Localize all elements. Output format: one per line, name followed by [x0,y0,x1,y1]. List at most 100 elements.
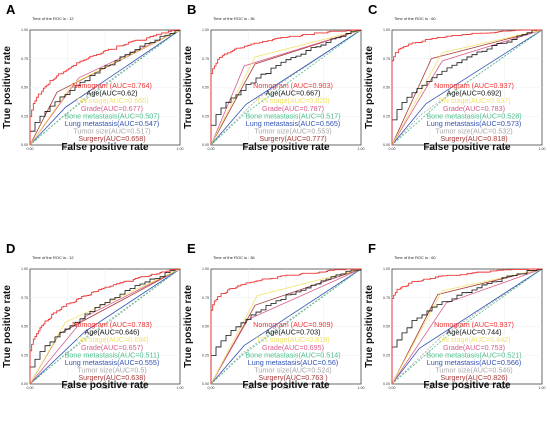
y-axis-label: True positive rate [364,46,375,129]
y-tick-label: 0.25 [202,353,209,357]
x-tick-label: 0.50 [464,147,471,151]
roc-curve-bone-metastasis [391,29,543,146]
roc-curve-age [29,30,181,145]
x-tick-label: 0.25 [64,386,71,390]
roc-curve-bone-metastasis [391,268,543,385]
legend-entry: Bone metastasis(AUC=0.514) [245,350,340,359]
x-tick-label: 0.25 [245,386,252,390]
x-tick-label: 0.00 [208,147,215,151]
x-axis-label: False positive rate [61,142,149,153]
legend-entry: T/N stage(AUC=0.842) [437,335,510,344]
x-tick-label: 0.00 [27,386,34,390]
roc-curve-lung-metastasis [391,29,543,146]
roc-curve-lung-metastasis [210,268,362,385]
legend-entry: Lung metastasis(AUC=0.566) [427,358,521,367]
x-tick-label: 1.00 [358,386,365,390]
x-tick-label: 0.25 [64,147,71,151]
legend-entry: Bone metastasis(AUC=0.528) [426,111,521,120]
y-tick-label: 0.25 [202,114,209,118]
legend-entry: Nomogram (AUC=0.783) [72,320,152,329]
roc-curve-age [210,30,362,145]
legend-entry: Nomogram (AUC=0.937) [434,81,514,90]
y-tick-label: 0.75 [383,296,390,300]
y-tick-label: 0.75 [21,296,28,300]
y-tick-label: 0.00 [383,143,390,147]
legend-entry: Nomogram (AUC=0.903) [253,81,333,90]
roc-curve-bone-metastasis [210,268,362,385]
roc-curve-nomogram [29,29,180,145]
panel-title: Time of the ROC is : 36 [213,16,255,21]
legend-entry: Grade(AUC=0.695) [262,343,324,352]
y-axis-label: True positive rate [2,285,13,368]
y-tick-label: 0.75 [21,57,28,61]
roc-curve-surgery [210,29,362,146]
roc-curve-grade [29,29,181,146]
y-tick-label: 0.75 [202,296,209,300]
y-axis-label: True positive rate [364,285,375,368]
roc-curve-t-n-stage [210,29,362,146]
y-tick-label: 0.50 [383,325,390,329]
panel-label: E [187,241,196,256]
roc-panel-d: D Time of the ROC is : 12 0.00 0.25 0.50 0.75… [2,241,184,391]
legend-entry: T/N stage(AUC=0.818) [256,335,329,344]
legend-entry: Lung metastasis(AUC=0.573) [427,119,521,128]
y-tick-label: 1.00 [202,28,209,32]
legend-entry: Surgery(AUC=0.763 ) [258,373,327,382]
roc-curve-surgery [391,29,543,146]
roc-curve-lung-metastasis [29,268,181,385]
panel-label: A [6,2,16,17]
roc-curve-lung-metastasis [210,29,362,146]
x-tick-label: 0.75 [320,147,327,151]
x-axis-label: False positive rate [242,142,330,153]
legend-entry: Surgery(AUC=0.777) [259,134,326,143]
y-axis-label: True positive rate [183,46,194,129]
legend-entry: Tumor size(AUC=0.524) [254,366,331,375]
x-axis-label: False positive rate [423,142,511,153]
panel-title: Time of the ROC is : 12 [32,16,74,21]
legend-entry: Grade(AUC=0.753) [443,343,505,352]
roc-panel-e: E Time of the ROC is : 36 0.00 0.25 0.50 0.75… [183,241,365,391]
y-tick-label: 1.00 [202,267,209,271]
x-tick-label: 0.00 [27,147,34,151]
legend-entry: Grade(AUC=0.657) [81,343,143,352]
x-tick-label: 0.00 [389,147,396,151]
roc-curve-nomogram [210,268,361,384]
panel-label: F [368,241,376,256]
y-tick-label: 0.75 [202,57,209,61]
roc-curve-grade [391,29,543,146]
x-tick-label: 0.50 [283,386,290,390]
panel-title: Time of the ROC is : 60 [394,16,436,21]
x-tick-label: 0.25 [426,386,433,390]
y-tick-label: 1.00 [21,28,28,32]
roc-curve-t-n-stage [210,268,362,385]
y-tick-label: 0.75 [383,57,390,61]
x-axis-label: False positive rate [61,380,149,391]
roc-curve-nomogram [391,29,542,145]
roc-curve-nomogram [391,268,542,384]
x-tick-label: 1.00 [539,386,546,390]
y-tick-label: 0.50 [21,325,28,329]
x-tick-label: 0.75 [501,147,508,151]
legend-entry: Bone metastasis(AUC=0.511) [65,350,160,359]
roc-curve-t-n-stage [391,29,543,146]
y-tick-label: 0.00 [202,382,209,386]
legend-entry: Lung metastasis(AUC=0.547) [65,119,159,128]
legend-entry: T/N stage(AUC=0.820) [256,96,329,105]
legend-entry: Tumor size(AUC=0.546) [435,366,512,375]
roc-curve-grade [210,29,362,146]
x-tick-label: 0.25 [245,147,252,151]
panel-label: B [187,2,196,17]
legend-entry: Tumor size(AUC=0.532) [435,127,512,136]
x-axis-label: False positive rate [423,380,511,391]
legend-entry: Tumor size(AUC=0.5) [77,366,146,375]
roc-curve-nomogram [29,268,180,384]
x-tick-label: 1.00 [358,147,365,151]
roc-curve-grade [29,268,181,385]
roc-curve-age [391,269,543,384]
y-tick-label: 0.50 [383,86,390,90]
y-tick-label: 0.00 [202,143,209,147]
x-tick-label: 0.00 [208,386,215,390]
legend-entry: Nomogram (AUC=0.764) [72,81,152,90]
legend-entry: Lung metastasis(AUC=0.565) [246,119,340,128]
